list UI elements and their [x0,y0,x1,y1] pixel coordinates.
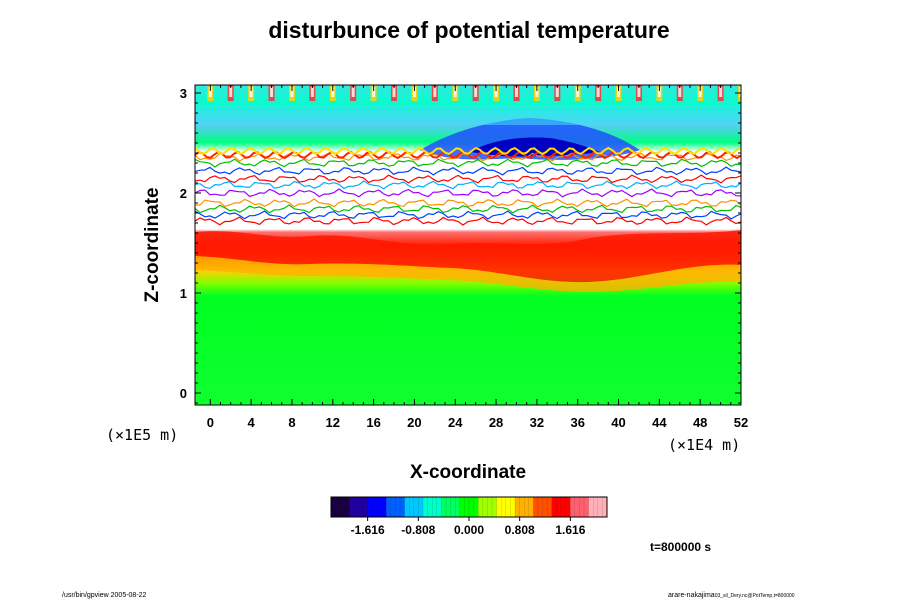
x-tick-label: 44 [652,415,667,430]
top-mark-core [290,87,294,97]
colorbar-segment [331,497,350,517]
contour-line [195,216,741,226]
y-unit-label: (×1E5 m) [106,426,178,444]
x-unit-label: (×1E4 m) [668,436,740,454]
warm-band-wave [195,230,741,283]
x-tick-label: 8 [288,415,295,430]
top-mark-core [453,87,457,97]
x-tick-label: 36 [570,415,584,430]
top-mark-core [739,87,741,97]
top-mark-core [596,87,600,97]
top-mark-core [474,87,478,97]
top-mark-core [270,87,274,97]
colorbar-segment [588,497,608,517]
colorbar-segment [551,497,571,517]
top-mark-core [412,87,416,97]
x-tick-label: 48 [693,415,707,430]
footer-right-small: 03_sil_Dery.nc@PotTemp,t=800000 [715,593,795,599]
x-tick-label: 28 [489,415,503,430]
x-tick-label: 24 [448,415,463,430]
top-mark-core [310,87,314,97]
x-tick-label: 0 [207,415,214,430]
footer-right-main: arare-nakajima [668,592,715,599]
top-mark-core [208,87,212,97]
x-tick-label: 4 [248,415,256,430]
colorbar-segments [330,497,608,517]
contour-line [195,204,741,214]
colorbar-tick-label: -0.808 [401,523,435,537]
top-mark-core [229,87,233,97]
colorbar-segment [496,497,516,517]
top-mark-core [249,87,253,97]
x-tick-label: 12 [326,415,340,430]
colorbar-segment [570,497,590,517]
colorbar-segment [367,497,387,517]
contour-line [195,146,741,156]
contour-line [195,180,741,190]
colorbar-segment [533,497,553,517]
upper-cyan-layer [195,105,741,125]
colorbar-segment [441,497,461,517]
contour-line [195,198,741,208]
contour-lines [195,146,741,226]
colorbar-segment [459,497,479,517]
colorbar-segment [515,497,534,517]
contour-line [195,158,741,168]
colorbar-tick-label: -1.616 [351,523,385,537]
top-mark-core [637,87,641,97]
top-mark-core [494,87,498,97]
contour-line [195,166,741,176]
top-mark-core [433,87,437,97]
x-tick-label: 16 [366,415,380,430]
colorbar-segment [478,497,498,517]
top-mark-core [331,87,335,97]
colorbar-segment [349,497,369,517]
contour-line [195,188,741,198]
top-mark-core [372,87,376,97]
contour-line [195,210,741,220]
colorbar-tick-label: 0.808 [505,523,535,537]
colorbar-tick-label: 0.000 [454,523,484,537]
y-axis-title: Z-coordinate [142,187,163,302]
x-tick-label: 20 [407,415,421,430]
x-tick-label: 32 [530,415,544,430]
top-mark-core [719,87,723,97]
y-tick-label: 1 [180,286,187,301]
plot-frame [194,84,742,406]
top-mark-core [555,87,559,97]
x-axis-title: X-coordinate [410,462,526,483]
y-tick-label: 3 [180,86,187,101]
orange-band-wave [195,256,741,292]
top-mark-core [351,87,355,97]
footer-right: arare-nakajima03_sil_Dery.nc@PotTemp,t=8… [668,592,795,599]
x-tick-label: 52 [734,415,748,430]
colorbar-segment [386,497,406,517]
y-tick-label: 0 [180,386,187,401]
contour-line [195,174,741,184]
x-tick-label: 40 [611,415,625,430]
top-mark-core [535,87,539,97]
colorbar-tick-label: 1.616 [555,523,585,537]
heatmap-field [195,85,741,405]
y-axis-ticks: 0 1 2 3 [180,86,741,404]
top-mark-core [617,87,621,97]
time-label: t=800000 s [650,540,711,554]
colorbar-ticks: -1.616 -0.808 0.000 0.808 1.616 [351,517,586,537]
colorbar-segment [404,497,424,517]
y-tick-label: 2 [180,186,187,201]
top-mark-core [678,87,682,97]
top-mark-core [657,87,661,97]
x-axis-ticks: 0 4 8 12 16 20 24 28 32 36 40 44 48 52 [207,85,748,430]
top-mark-core [392,87,396,97]
top-mark-core [576,87,580,97]
colorbar: -1.616 -0.808 0.000 0.808 1.616 [330,496,608,537]
chart-title: disturbunce of potential temperature [268,17,669,43]
colorbar-segment [423,497,442,517]
footer-left: /usr/bin/gpview 2005-08-22 [62,592,147,599]
top-mark-core [514,87,518,97]
top-mark-core [698,87,702,97]
top-edge-marks [207,85,741,101]
